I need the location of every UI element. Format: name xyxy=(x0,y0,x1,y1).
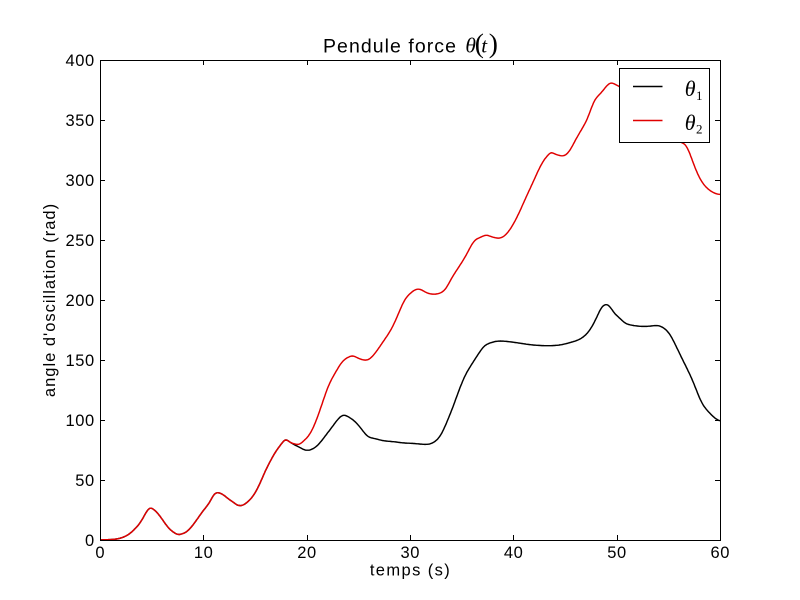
svg-text:30: 30 xyxy=(401,544,421,562)
svg-text:θ: θ xyxy=(685,110,696,135)
svg-text:): ) xyxy=(489,28,498,59)
svg-text:0: 0 xyxy=(95,544,105,562)
svg-text:20: 20 xyxy=(297,544,317,562)
svg-text:Pendule force: Pendule force xyxy=(323,36,457,58)
svg-text:angle d'oscillation (rad): angle d'oscillation (rad) xyxy=(41,203,59,397)
svg-text:0: 0 xyxy=(85,532,95,550)
svg-text:250: 250 xyxy=(65,232,94,250)
svg-text:2: 2 xyxy=(696,122,703,137)
svg-text:1: 1 xyxy=(696,88,703,103)
svg-text:150: 150 xyxy=(65,352,94,370)
svg-text:50: 50 xyxy=(75,472,95,490)
svg-text:10: 10 xyxy=(194,544,214,562)
svg-text:350: 350 xyxy=(65,112,94,130)
svg-text:60: 60 xyxy=(711,544,731,562)
svg-text:200: 200 xyxy=(65,292,94,310)
svg-text:300: 300 xyxy=(65,172,94,190)
svg-text:θ: θ xyxy=(685,76,696,101)
svg-text:50: 50 xyxy=(607,544,627,562)
svg-text:t: t xyxy=(481,34,488,58)
svg-text:100: 100 xyxy=(65,412,94,430)
svg-text:40: 40 xyxy=(504,544,524,562)
svg-text:400: 400 xyxy=(65,52,94,70)
svg-text:temps (s): temps (s) xyxy=(370,562,451,580)
svg-text:(: ( xyxy=(475,28,484,59)
svg-text:θ: θ xyxy=(465,34,476,58)
